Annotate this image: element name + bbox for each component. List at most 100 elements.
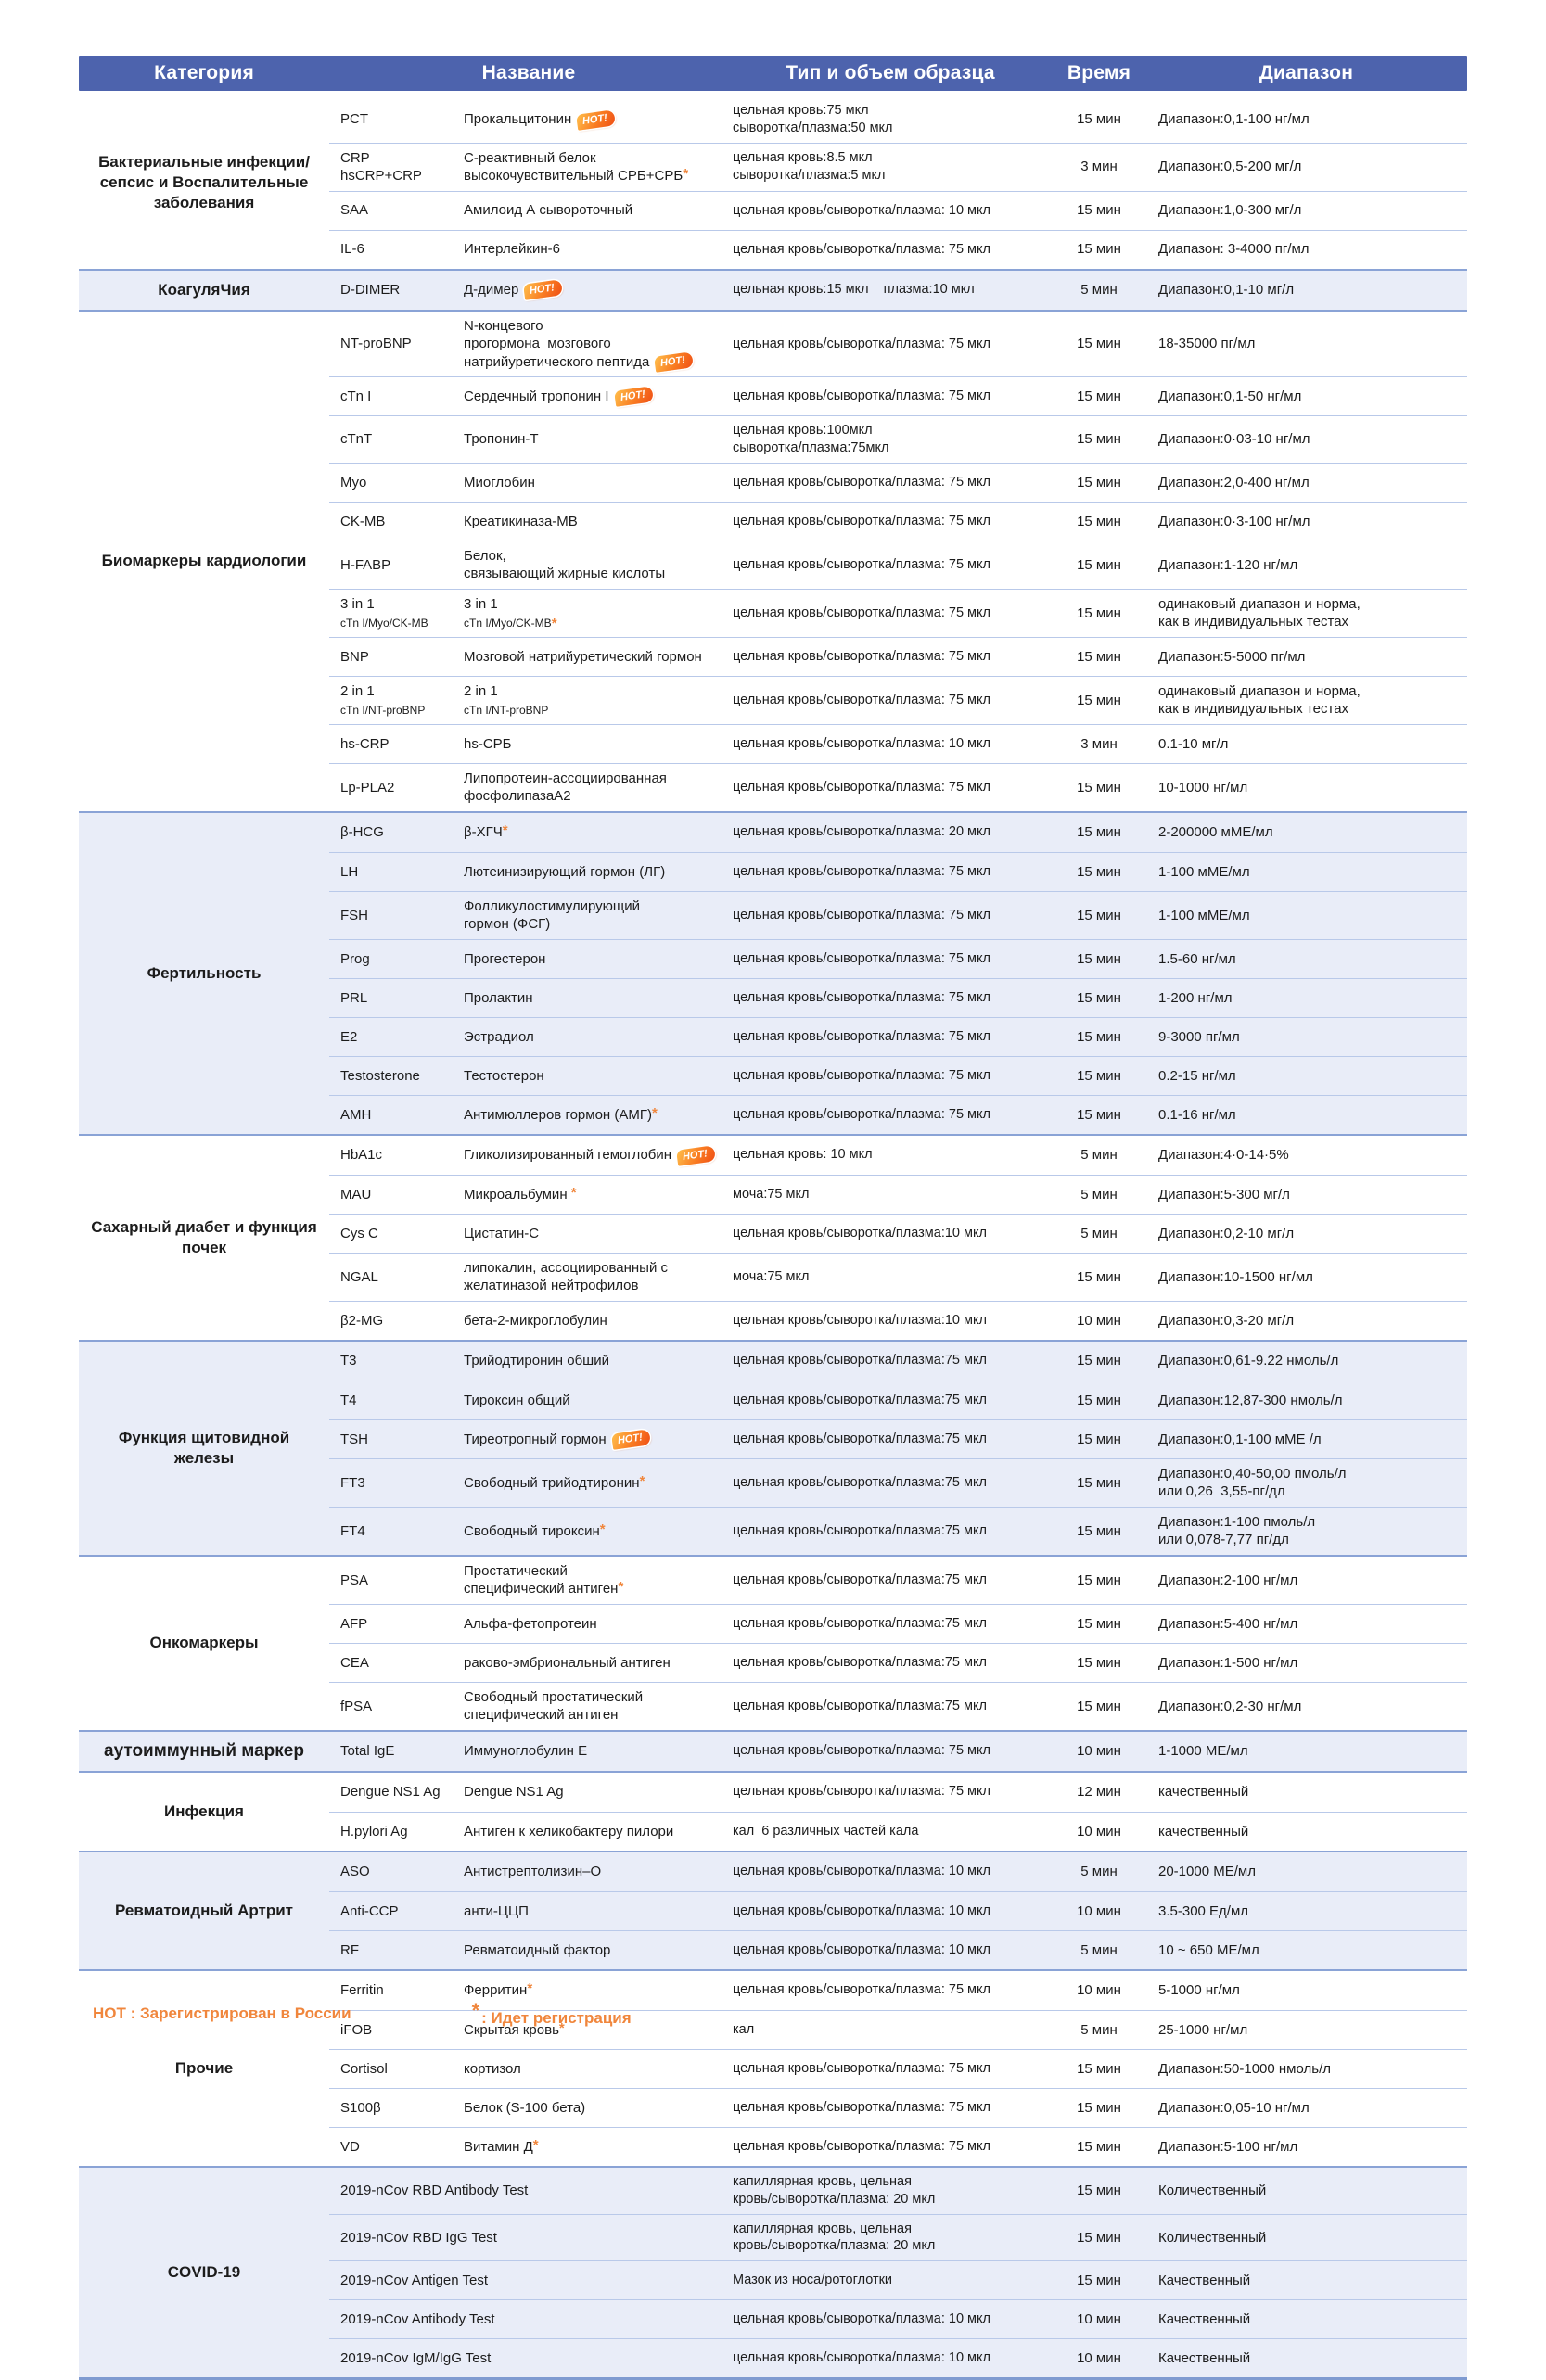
section-rows: PSA Простатический специфический антиген*…	[329, 1557, 1467, 1730]
time-cell: 15 мин	[1077, 824, 1121, 841]
test-code-cell: H.pylori Ag	[340, 1823, 408, 1839]
test-code-cell: Myo	[340, 474, 367, 490]
sample-type-cell: цельная кровь/сыворотка/плазма: 75 мкл	[733, 241, 990, 257]
test-code-cell: BNP	[340, 648, 369, 665]
test-name-cell: Ревматоидный фактор	[464, 1941, 611, 1958]
range-cell: качественный	[1158, 1784, 1249, 1801]
sample-type-cell: цельная кровь/сыворотка/плазма: 75 мкл	[733, 1743, 990, 1759]
test-name-cell: Dengue NS1 Ag	[464, 1784, 564, 1801]
test-code-cell: CK-MB	[340, 513, 386, 529]
test-name-cell: Иммуноглобулин Е	[464, 1743, 588, 1760]
test-name-cell: Цистатин-С	[464, 1225, 540, 1241]
pending-registration-star-icon: *	[639, 1472, 645, 1489]
range-cell: Диапазон: 3-4000 пг/мл	[1158, 241, 1310, 258]
category-cell: Функция щитовидной железы	[79, 1342, 329, 1555]
range-cell: Диапазон:5-100 нг/мл	[1158, 2138, 1298, 2155]
table-row: BNP Мозговой натрийуретический гормон цель…	[329, 636, 1467, 676]
test-name-cell: 3 in 1 cTn I/Myo/CK-MB*	[464, 595, 733, 630]
sample-type-cell: цельная кровь/сыворотка/плазма: 75 мкл	[733, 950, 990, 966]
test-name-cell: Сердечный тропонин I HOT!	[464, 386, 733, 408]
table-row: Myo Миоглобин цельная кровь/сыворотка/плаз…	[329, 462, 1467, 502]
test-name-cell: Интерлейкин-6	[464, 241, 560, 258]
column-header-range: Диапазон	[1259, 62, 1354, 83]
sample-type-cell: цельная кровь/сыворотка/плазма:75 мкл	[733, 1572, 987, 1587]
time-cell: 5 мин	[1080, 1147, 1118, 1164]
section-rows: T3 Трийодтиронин обший цельная кровь/сывор…	[329, 1342, 1467, 1555]
range-cell: Диапазон:0,61-9.22 нмоль/л	[1158, 1353, 1339, 1369]
sample-type-cell: цельная кровь/сыворотка/плазма: 75 мкл	[733, 648, 990, 664]
table-row: 2019-nCov IgM/IgG Test цельная кровь/сыво…	[329, 2338, 1467, 2377]
test-code-cell: D-DIMER	[340, 281, 401, 298]
time-cell: 15 мин	[1077, 2182, 1121, 2198]
table-row: H-FABP Белок, связывающий жирные кислоты ц…	[329, 540, 1467, 589]
range-cell: Диапазон:4·0-14·5%	[1158, 1147, 1289, 1164]
star-legend-text: : Идет регистрация	[481, 2009, 632, 2027]
time-cell: 12 мин	[1077, 1784, 1121, 1801]
range-cell: качественный	[1158, 1823, 1249, 1839]
sample-type-cell: цельная кровь/сыворотка/плазма: 75 мкл	[733, 1067, 990, 1083]
time-cell: 15 мин	[1077, 1572, 1121, 1588]
range-cell: 1-200 нг/мл	[1158, 989, 1233, 1006]
category-cell: аутоиммунный маркер	[79, 1732, 329, 1771]
time-cell: 5 мин	[1080, 281, 1118, 298]
test-code-cell: T4	[340, 1392, 357, 1408]
star-legend: *: Идет регистрация	[472, 1999, 632, 2029]
pending-registration-star-icon: *	[599, 1521, 606, 1537]
sample-type-cell: цельная кровь:100мкл сыворотка/плазма:75…	[733, 423, 889, 456]
category-label: Сахарный диабет и функция почек	[91, 1217, 317, 1256]
range-cell: Диапазон:1-100 пмоль/л или 0,078-7,77 пг…	[1158, 1513, 1316, 1548]
sample-type-cell: цельная кровь/сыворотка/плазма: 75 мкл	[733, 336, 990, 351]
test-name-cell: Тироксин общий	[464, 1392, 570, 1408]
pending-registration-star-icon: *	[532, 2136, 539, 2153]
test-name-cell: Свободный трийодтиронин*	[464, 1472, 645, 1491]
test-code-cell: cTn I	[340, 388, 372, 404]
test-code-cell: CEA	[340, 1654, 369, 1671]
time-cell: 15 мин	[1077, 1028, 1121, 1045]
table-row: 2 in 1 cTn I/NT-proBNP 2 in 1 cTn I/NT-proB…	[329, 675, 1467, 724]
hot-icon: HOT!	[523, 279, 564, 301]
pending-registration-star-icon: *	[570, 1184, 577, 1201]
category-label: Фертильность	[147, 963, 262, 982]
table-row: Cys C Цистатин-С цельная кровь/сыворотка/п…	[329, 1213, 1467, 1253]
hot-icon: HOT!	[676, 1144, 716, 1166]
sample-type-cell: цельная кровь/сыворотка/плазма: 75 мкл	[733, 1028, 990, 1044]
pending-registration-star-icon: *	[618, 1579, 624, 1596]
test-name-cell: раково-эмбриональный антиген	[464, 1654, 671, 1671]
time-cell: 15 мин	[1077, 2060, 1121, 2077]
range-cell: Диапазон:50-1000 нмоль/л	[1158, 2060, 1331, 2077]
sample-type-cell: цельная кровь/сыворотка/плазма: 10 мкл	[733, 1903, 990, 1918]
test-name-cell: Лютеинизирующий гормон (ЛГ)	[464, 863, 666, 880]
section-rows: β-HCG β-ХГЧ* цельная кровь/сыворотка/плазм…	[329, 813, 1467, 1134]
sample-type-cell: цельная кровь/сыворотка/плазма: 75 мкл	[733, 513, 990, 528]
test-name-cell: липокалин, ассоциированный с желатиназой…	[464, 1259, 669, 1294]
category-cell: Инфекция	[79, 1773, 329, 1851]
sample-type-cell: цельная кровь/сыворотка/плазма:75 мкл	[733, 1698, 987, 1713]
sample-type-cell: Мазок из носа/ротоглотки	[733, 2272, 893, 2288]
section-rows: PCT Прокальцитонин HOT! цельная кровь:75 мк…	[329, 96, 1467, 269]
time-cell: 15 мин	[1077, 202, 1121, 219]
test-code-cell: PRL	[340, 989, 368, 1006]
test-name-cell: 2 in 1 cTn I/NT-proBNP	[464, 682, 733, 718]
test-code-cell: H-FABP	[340, 556, 391, 573]
test-code-cell: AMH	[340, 1106, 372, 1123]
column-header-category: Категория	[154, 62, 254, 83]
category-cell: Бактериальные инфекции/сепсис и Воспалит…	[79, 96, 329, 269]
sample-type-cell: цельная кровь/сыворотка/плазма:10 мкл	[733, 1225, 987, 1241]
table-section: Сахарный диабет и функция почек HbA1c Глик…	[79, 1133, 1467, 1340]
test-code-cell: Lp-PLA2	[340, 779, 395, 795]
test-name-cell: Белок, связывающий жирные кислоты	[464, 547, 666, 582]
table-section: Прочие Ferritin Ферритин* цельная кровь/сыв…	[79, 1968, 1467, 2166]
table-row: TSH Тиреотропный гормон HOT! цельная кровь/…	[329, 1419, 1467, 1458]
category-label: Биомаркеры кардиологии	[101, 552, 307, 570]
sample-type-cell: цельная кровь/сыворотка/плазма: 10 мкл	[733, 1864, 990, 1879]
test-name-cell: Белок (S-100 бета)	[464, 2099, 586, 2116]
time-cell: 15 мин	[1077, 1431, 1121, 1447]
time-cell: 15 мин	[1077, 779, 1121, 795]
column-header-sample: Тип и объем образца	[786, 62, 995, 83]
table-row: CEA раково-эмбриональный антиген цельная к…	[329, 1642, 1467, 1682]
category-label: Инфекция	[164, 1801, 244, 1820]
table-row: cTnT Тропонин-Т цельная кровь:100мкл сывор…	[329, 415, 1467, 463]
test-name-cell: Антистрептолизин–О	[464, 1864, 602, 1880]
category-cell: Сахарный диабет и функция почек	[79, 1136, 329, 1340]
range-cell: Диапазон:0,1-100 мМЕ /л	[1158, 1431, 1322, 1447]
